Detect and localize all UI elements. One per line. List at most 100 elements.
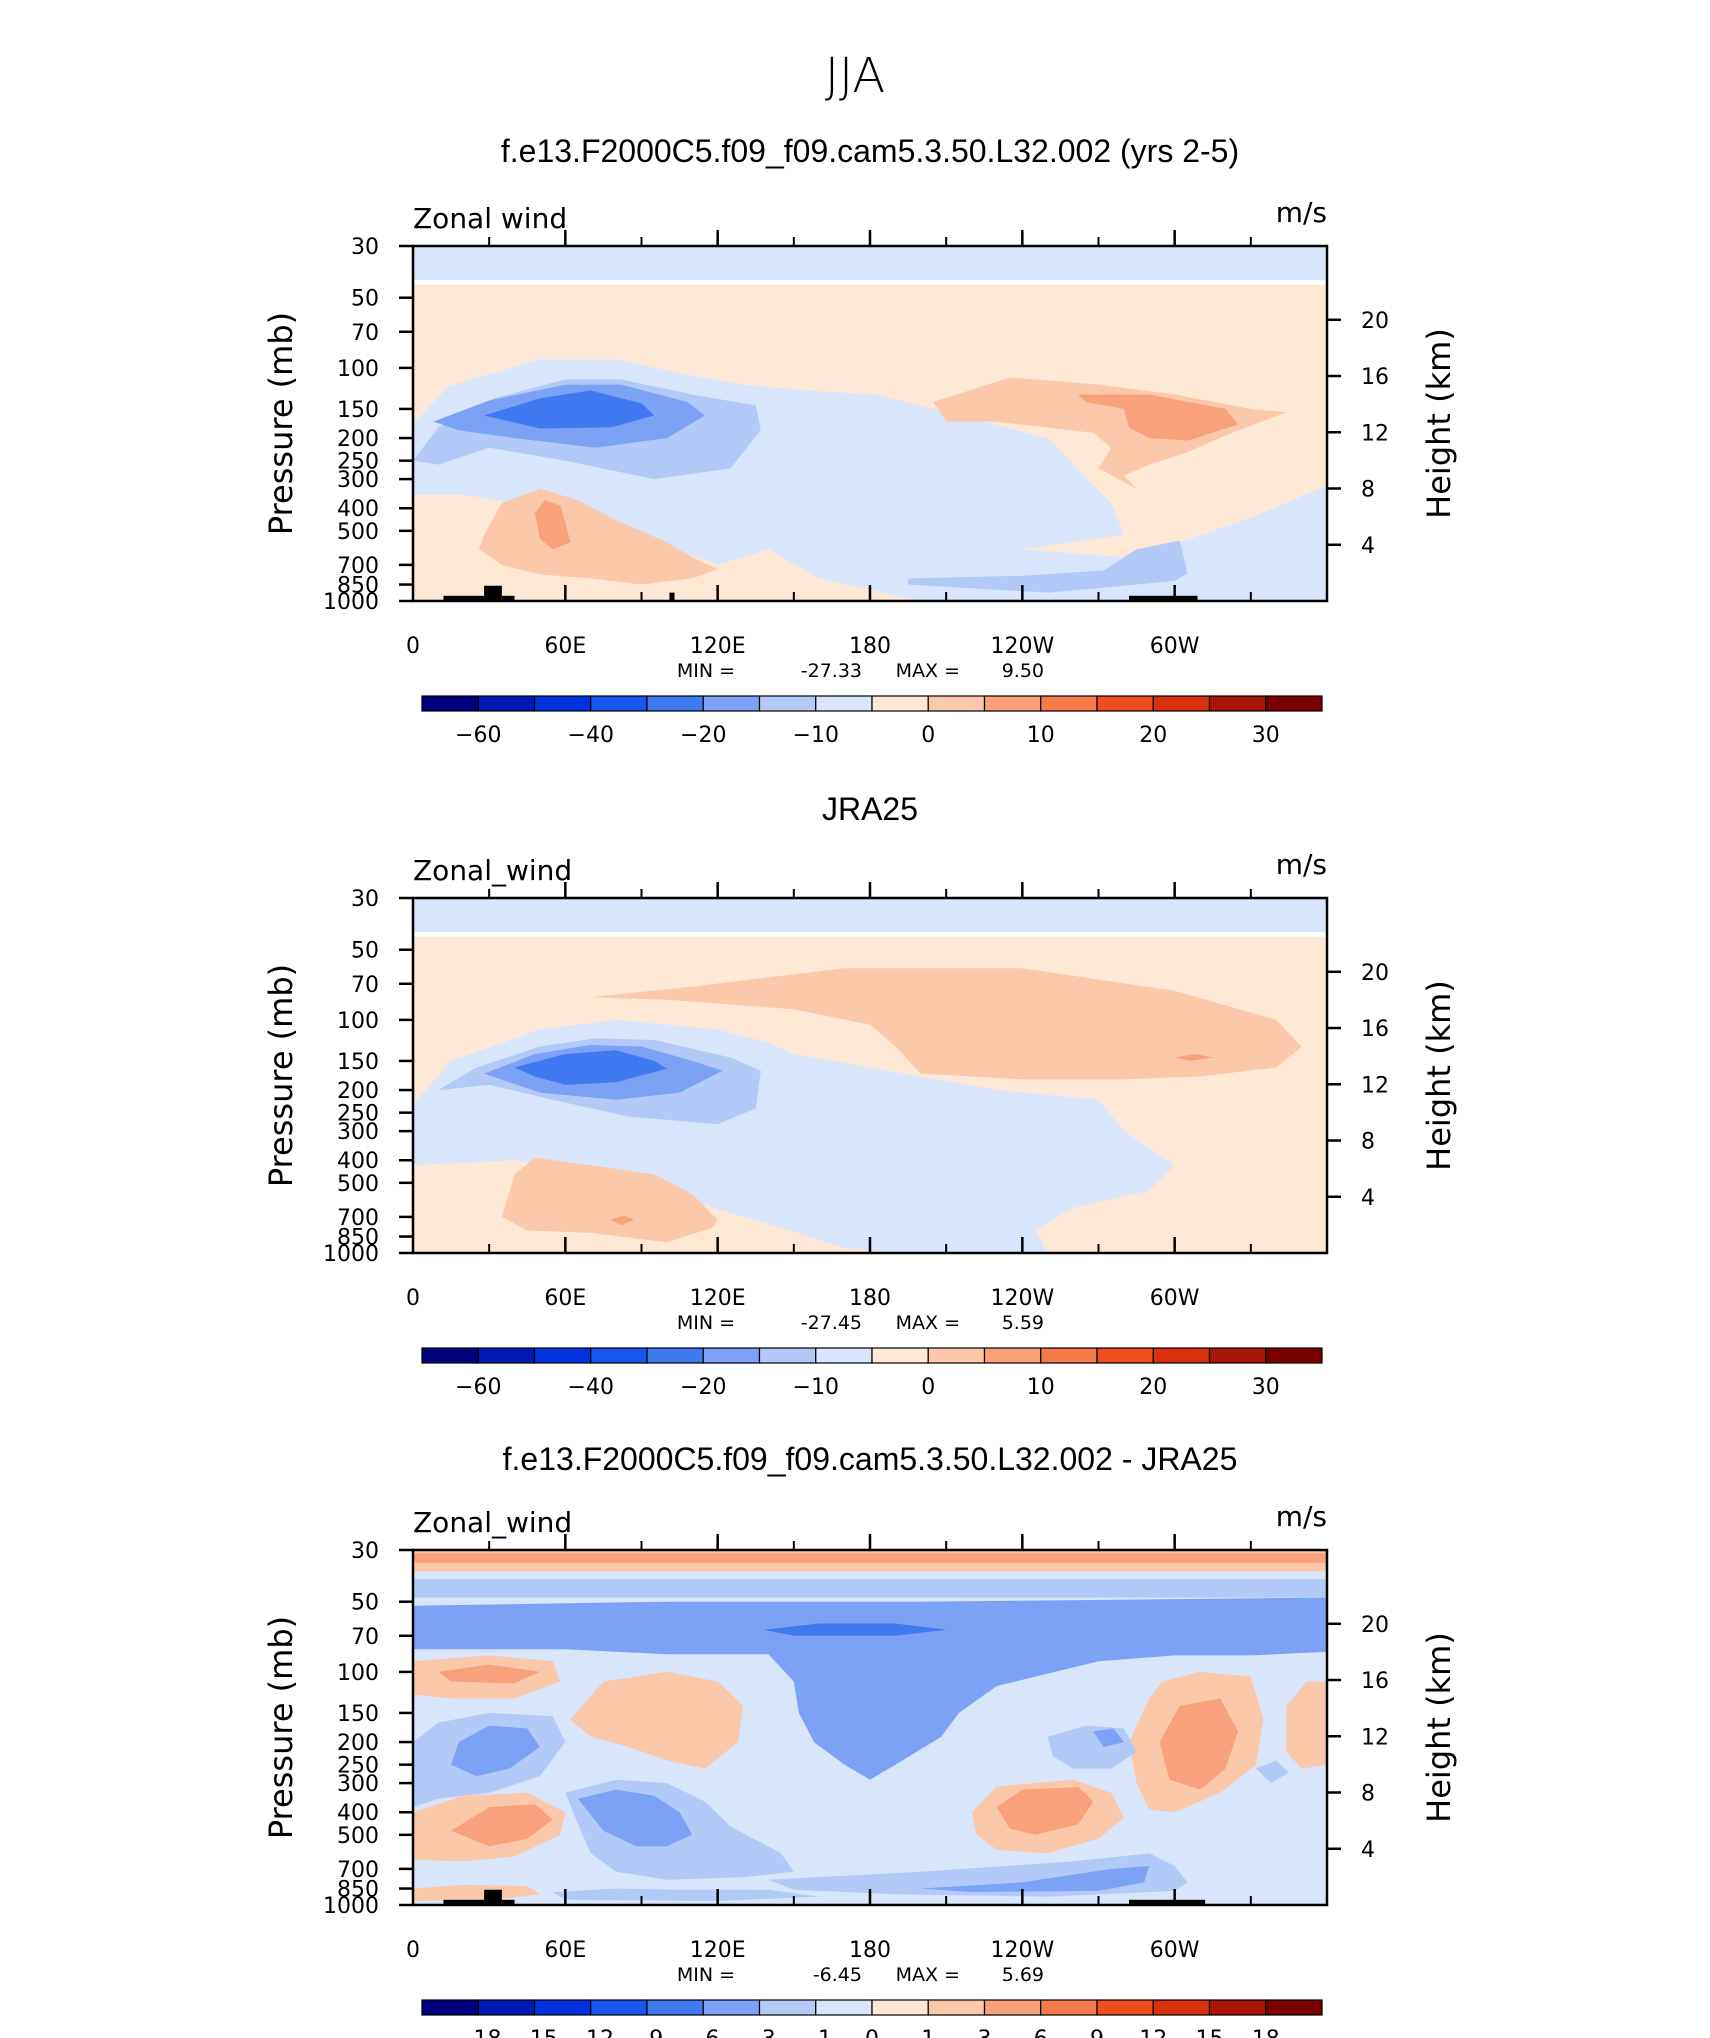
variable-label: Zonal_wind: [413, 854, 572, 887]
contour-region: [1093, 1728, 1124, 1747]
y-axis-right-label: Height (km): [1420, 328, 1458, 519]
y-tick-right-label: 8: [1361, 478, 1375, 503]
y-tick-label: 100: [337, 1661, 379, 1686]
contour-region: [1255, 1760, 1289, 1784]
colorbar-box: [1265, 1999, 1323, 2016]
x-tick-label: 0: [406, 634, 420, 659]
colorbar-box: [646, 1347, 704, 1364]
contour-region: [611, 1215, 634, 1226]
contour-region: [908, 540, 1188, 593]
colorbar-box: [1152, 1347, 1211, 1364]
y-axis-label: Pressure (mb): [262, 312, 300, 535]
colorbar-label: 3: [978, 2027, 992, 2038]
colorbar-box: [421, 1999, 479, 2016]
colorbar-label: −60: [455, 723, 501, 748]
topography-block: [1128, 1899, 1206, 1905]
y-tick-label: 200: [337, 1079, 379, 1104]
x-tick-label: 60E: [544, 634, 586, 659]
colorbar-box: [1208, 1347, 1267, 1364]
colorbar-label: −20: [680, 723, 726, 748]
contour-region: [514, 1050, 667, 1085]
y-tick-label: 50: [351, 939, 379, 964]
contour-region: [484, 390, 655, 429]
y-tick-label: 50: [351, 287, 379, 312]
y-tick-label: 1000: [323, 590, 379, 615]
colorbar-label: −40: [568, 1375, 614, 1400]
y-tick-label: 150: [337, 1050, 379, 1075]
colorbar-box: [983, 1999, 1042, 2016]
y-tick-right-label: 16: [1361, 1017, 1389, 1042]
y-tick-right-label: 12: [1361, 1073, 1389, 1098]
y-tick-right-label: 12: [1361, 1725, 1389, 1750]
contour-region: [413, 246, 1327, 281]
colorbar-label: 30: [1252, 723, 1280, 748]
colorbar-label: −12: [568, 2027, 614, 2038]
colorbar-box: [477, 1347, 536, 1364]
colorbar-label: −18: [455, 2027, 501, 2038]
contour-region: [996, 1787, 1094, 1835]
y-tick-right-label: 12: [1361, 421, 1389, 446]
x-tick-label: 60E: [544, 1938, 586, 1963]
topography-block: [501, 1899, 515, 1905]
colorbar-label: −60: [455, 1375, 501, 1400]
y-tick-label: 30: [351, 235, 379, 260]
main-title: JJA: [825, 48, 885, 104]
colorbar-box: [1152, 1999, 1211, 2016]
y-axis-label: Pressure (mb): [262, 1616, 300, 1839]
units-label: m/s: [1276, 196, 1327, 229]
colorbar-box: [1040, 695, 1098, 712]
colorbar-label: 9: [1090, 2027, 1104, 2038]
contour-fill: [413, 246, 1327, 601]
min-value: -6.45: [813, 1964, 862, 1986]
colorbar-label: 30: [1252, 1375, 1280, 1400]
topography-block: [484, 585, 502, 601]
colorbar-box: [1208, 695, 1267, 712]
colorbar-label: −3: [743, 2027, 775, 2038]
colorbar-box: [590, 1347, 648, 1364]
y-axis-label: Pressure (mb): [262, 964, 300, 1187]
y-tick-right-label: 20: [1361, 1613, 1389, 1638]
y-tick-right-label: 16: [1361, 365, 1389, 390]
panel-title: f.e13.F2000C5.f09_f09.cam5.3.50.L32.002 …: [501, 133, 1239, 169]
min-label: MIN =: [677, 1312, 735, 1334]
colorbar-box: [758, 695, 817, 712]
colorbar-box: [590, 1999, 648, 2016]
max-label: MAX =: [896, 1312, 960, 1334]
colorbar-box: [815, 1999, 873, 2016]
y-tick-label: 850: [337, 1878, 379, 1903]
y-tick-label: 200: [337, 427, 379, 452]
y-tick-label: 1000: [323, 1894, 379, 1919]
contour-region: [1159, 1698, 1239, 1790]
y-tick-label: 100: [337, 1009, 379, 1034]
y-tick-right-label: 4: [1361, 534, 1375, 559]
y-tick-label: 1000: [323, 1242, 379, 1267]
contour-region: [1286, 1681, 1327, 1769]
x-tick-label: 60E: [544, 1286, 586, 1311]
units-label: m/s: [1276, 848, 1327, 881]
y-tick-label: 100: [337, 357, 379, 382]
colorbar-label: −20: [680, 1375, 726, 1400]
colorbar-box: [477, 695, 536, 712]
colorbar-label: −1: [800, 2027, 832, 2038]
y-tick-right-label: 8: [1361, 1782, 1375, 1807]
colorbar-box: [533, 1999, 592, 2016]
x-tick-label: 0: [406, 1286, 420, 1311]
y-tick-label: 850: [337, 574, 379, 599]
colorbar-label: 1: [921, 2027, 935, 2038]
topography-block: [484, 1889, 502, 1905]
colorbar-box: [815, 1347, 873, 1364]
y-tick-label: 500: [337, 1824, 379, 1849]
variable-label: Zonal wind: [413, 202, 567, 235]
colorbar-box: [871, 695, 929, 712]
x-tick-label: 180: [849, 1938, 891, 1963]
colorbar-box: [1040, 1347, 1098, 1364]
y-tick-label: 250: [337, 1754, 379, 1779]
contour-region: [501, 1157, 718, 1243]
colorbar-box: [421, 1347, 479, 1364]
x-tick-label: 120E: [690, 1938, 746, 1963]
contour-region: [413, 1553, 1327, 1563]
colorbar-box: [1265, 695, 1323, 712]
topography-block: [501, 595, 515, 601]
colorbar-label: −10: [793, 1375, 839, 1400]
